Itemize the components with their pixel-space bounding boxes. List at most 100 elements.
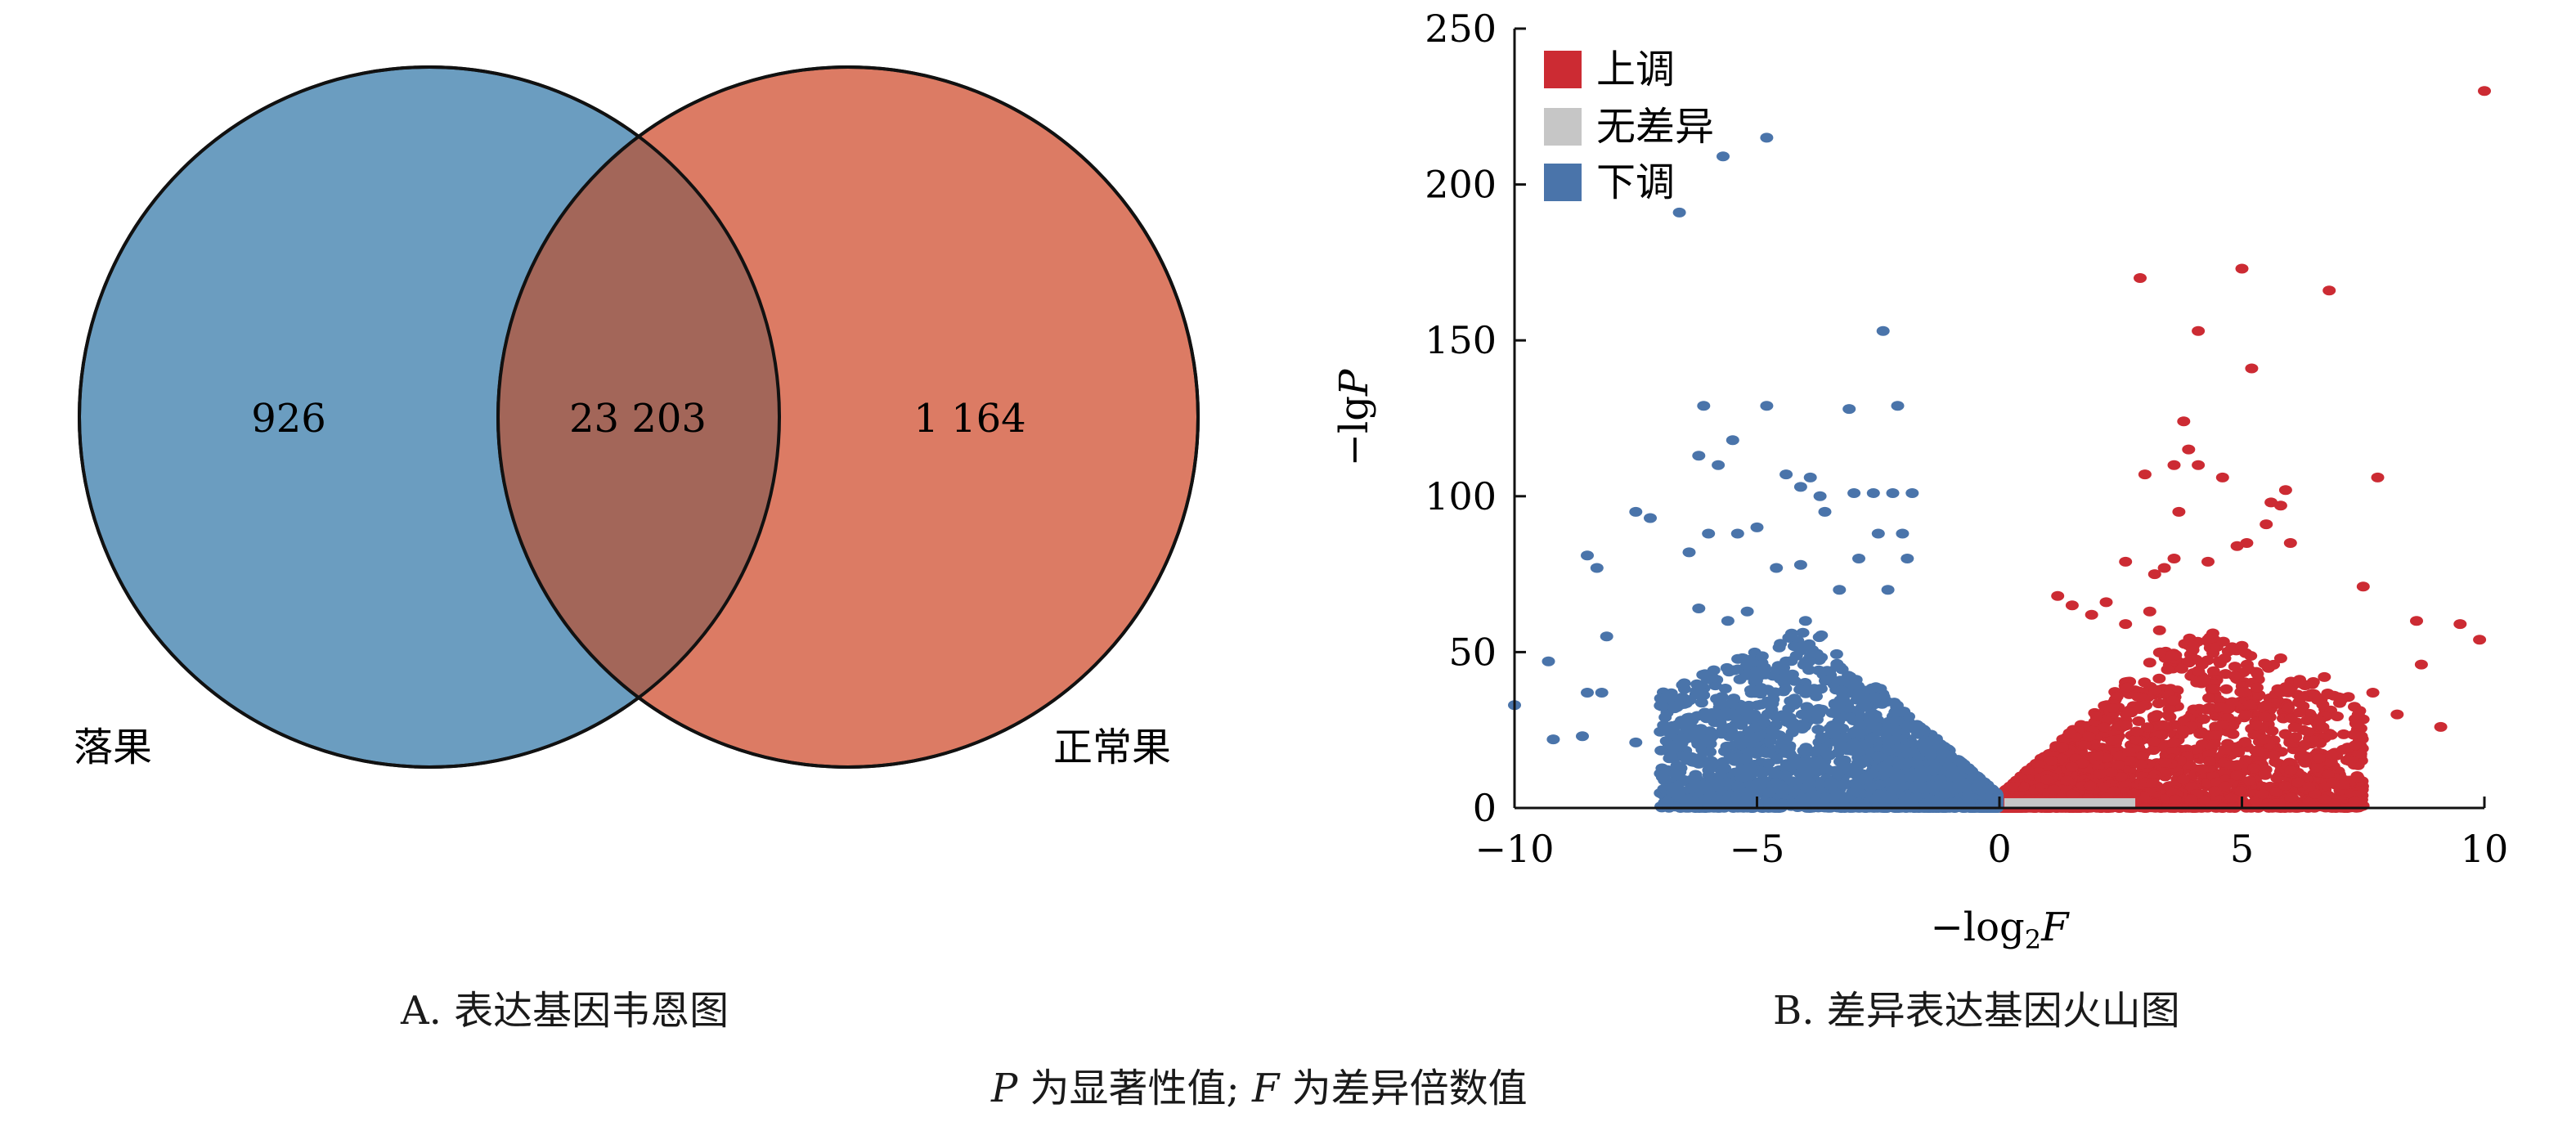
up-regulated-point <box>2051 590 2065 601</box>
up-regulated-point <box>2216 636 2230 647</box>
up-regulated-point <box>2166 695 2180 706</box>
down-regulated-point <box>1851 681 1865 691</box>
up-regulated-point <box>2226 729 2240 739</box>
up-regulated-point <box>2349 740 2362 751</box>
up-regulated-point <box>2132 744 2146 755</box>
down-regulated-point <box>1872 789 1886 800</box>
down-regulated-point <box>1865 734 1878 744</box>
down-regulated-point <box>1701 674 1714 684</box>
up-regulated-point <box>2219 781 2233 792</box>
down-regulated-point <box>1795 709 1809 720</box>
up-regulated-point <box>2183 760 2197 770</box>
up-regulated-point <box>2107 786 2120 797</box>
up-regulated-point <box>2273 500 2287 511</box>
up-regulated-point <box>2233 786 2247 797</box>
up-regulated-point <box>2105 767 2118 778</box>
down-regulated-point <box>1713 718 1727 729</box>
up-regulated-point <box>2238 687 2252 698</box>
up-regulated-point <box>2056 743 2069 753</box>
up-regulated-point <box>2349 718 2363 729</box>
up-regulated-point <box>2289 732 2303 743</box>
down-regulated-point <box>1685 774 1699 785</box>
up-regulated-point <box>2322 285 2336 296</box>
down-regulated-point <box>1783 741 1797 751</box>
down-regulated-point <box>1830 661 1844 671</box>
down-regulated-point <box>1938 788 1952 799</box>
up-regulated-point <box>2243 775 2256 786</box>
down-regulated-point <box>1819 675 1832 686</box>
down-regulated-point <box>1742 765 1756 775</box>
up-regulated-point <box>2356 581 2370 592</box>
up-regulated-point <box>2318 794 2331 805</box>
down-regulated-point <box>1859 701 1873 711</box>
up-regulated-point <box>2225 697 2239 707</box>
up-regulated-point <box>2106 703 2120 713</box>
up-regulated-point <box>2176 774 2190 785</box>
down-regulated-point <box>1865 717 1879 728</box>
up-regulated-point <box>2293 678 2307 689</box>
down-regulated-point <box>1845 763 1859 773</box>
down-regulated-point <box>1770 664 1784 675</box>
up-regulated-point <box>2230 770 2243 781</box>
up-regulated-point <box>2224 792 2238 803</box>
up-regulated-point <box>2313 716 2327 726</box>
down-regulated-point <box>1910 720 1924 730</box>
up-regulated-point <box>2302 781 2316 792</box>
down-regulated-point <box>1904 771 1918 782</box>
down-regulated-point <box>1710 709 1724 720</box>
up-regulated-point <box>2265 725 2279 736</box>
down-regulated-point <box>1852 784 1866 794</box>
down-regulated-point <box>1789 650 1803 661</box>
up-regulated-point <box>2147 736 2161 747</box>
up-regulated-point <box>2331 711 2344 721</box>
down-regulated-point <box>1663 753 1676 764</box>
down-regulated-point <box>1793 642 1807 653</box>
up-regulated-point <box>2197 714 2210 725</box>
down-regulated-point <box>1887 785 1901 796</box>
down-regulated-point <box>1793 684 1807 695</box>
up-regulated-point <box>2167 554 2181 563</box>
down-regulated-point <box>1675 738 1689 748</box>
up-regulated-point <box>2232 747 2246 758</box>
up-regulated-point <box>2293 707 2306 718</box>
up-regulated-point <box>2243 699 2257 710</box>
down-regulated-point <box>1831 769 1845 779</box>
up-regulated-point <box>2414 659 2428 670</box>
down-regulated-point <box>1784 628 1798 639</box>
up-regulated-point <box>2078 740 2092 750</box>
up-regulated-point <box>2143 606 2156 617</box>
up-regulated-point <box>2278 485 2292 496</box>
up-regulated-point <box>2197 675 2210 686</box>
up-regulated-point <box>2473 635 2487 645</box>
down-regulated-point <box>1703 747 1717 757</box>
down-regulated-point <box>1810 691 1823 702</box>
up-regulated-point <box>2138 677 2152 688</box>
up-regulated-point <box>2167 737 2181 747</box>
down-regulated-point <box>1733 674 1747 684</box>
up-regulated-point <box>2129 734 2143 745</box>
up-regulated-point <box>2122 747 2136 757</box>
down-regulated-point <box>1802 657 1815 667</box>
down-regulated-point <box>1727 693 1741 704</box>
down-regulated-point <box>1691 739 1705 749</box>
venn-circle-right-outline <box>496 65 1200 769</box>
down-regulated-point <box>1802 756 1815 767</box>
up-regulated-point <box>2250 720 2264 731</box>
down-regulated-point <box>1745 783 1759 793</box>
venn-intersection <box>498 67 779 767</box>
down-regulated-point <box>1718 684 1732 693</box>
up-regulated-point <box>2269 787 2283 797</box>
up-regulated-point <box>2082 731 2096 742</box>
down-regulated-point <box>1772 642 1786 653</box>
down-regulated-point <box>1843 712 1857 723</box>
up-regulated-point <box>2283 538 2297 548</box>
up-regulated-point <box>2060 775 2074 786</box>
up-regulated-point <box>2325 749 2339 760</box>
down-regulated-point <box>1779 684 1793 694</box>
up-regulated-point <box>2152 673 2166 684</box>
up-regulated-point <box>2324 756 2338 767</box>
venn-circle-left-outline <box>78 65 781 769</box>
down-regulated-point <box>1929 761 1943 772</box>
down-regulated-point <box>1975 778 1989 788</box>
down-regulated-point <box>1748 709 1761 720</box>
